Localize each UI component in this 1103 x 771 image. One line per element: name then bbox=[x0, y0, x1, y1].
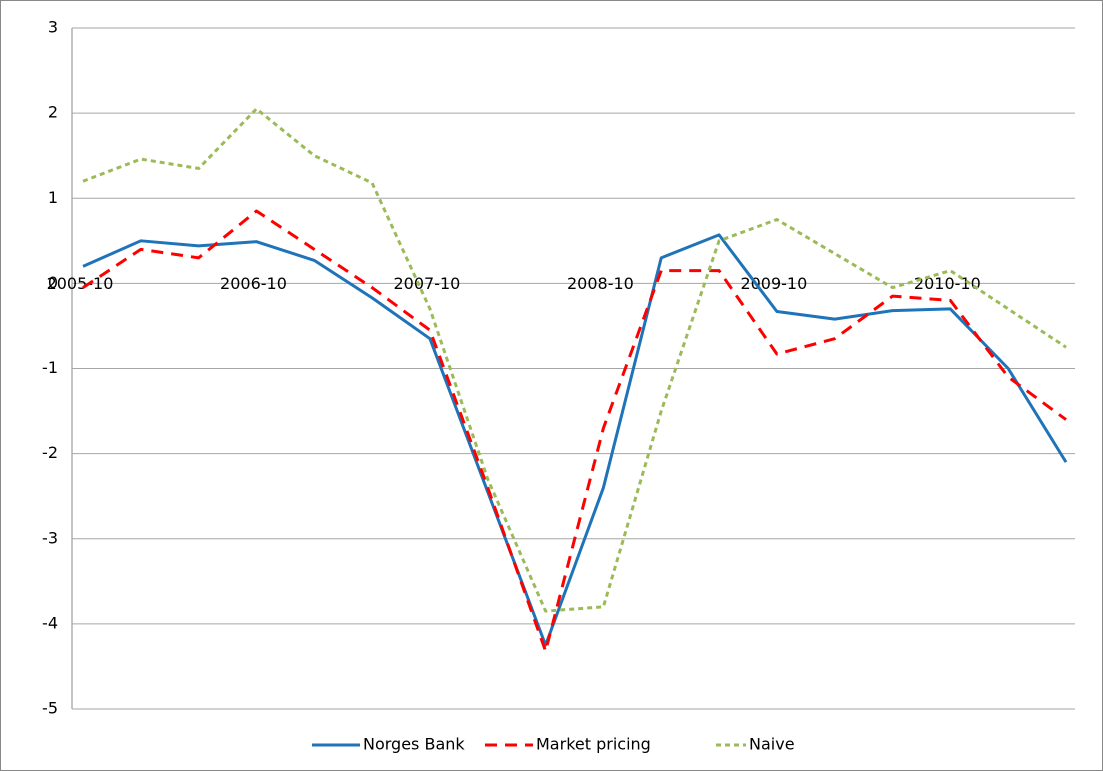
x-tick-label: 2008-10 bbox=[567, 274, 634, 293]
y-tick-label: 0 bbox=[48, 273, 58, 292]
x-tick-label: 2005-10 bbox=[47, 274, 114, 293]
y-tick-label: 1 bbox=[48, 188, 58, 207]
line-series bbox=[82, 209, 1067, 653]
legend-label: Market pricing bbox=[536, 735, 651, 754]
line-series bbox=[82, 107, 1067, 613]
x-tick-label: 2006-10 bbox=[220, 274, 287, 293]
y-tick-label: -5 bbox=[42, 699, 58, 718]
x-tick-label: 2010-10 bbox=[914, 274, 981, 293]
legend-label: Norges Bank bbox=[363, 735, 465, 754]
y-tick-label: 3 bbox=[48, 18, 58, 37]
y-tick-label: -2 bbox=[42, 443, 58, 462]
y-tick-label: -3 bbox=[42, 528, 58, 547]
line-series bbox=[82, 233, 1068, 647]
y-tick-label: -1 bbox=[42, 358, 58, 377]
legend-label: Naive bbox=[749, 735, 795, 754]
y-tick-label: 2 bbox=[48, 103, 58, 122]
y-tick-label: -4 bbox=[42, 613, 58, 632]
x-tick-label: 2009-10 bbox=[740, 274, 807, 293]
x-tick-label: 2007-10 bbox=[394, 274, 461, 293]
